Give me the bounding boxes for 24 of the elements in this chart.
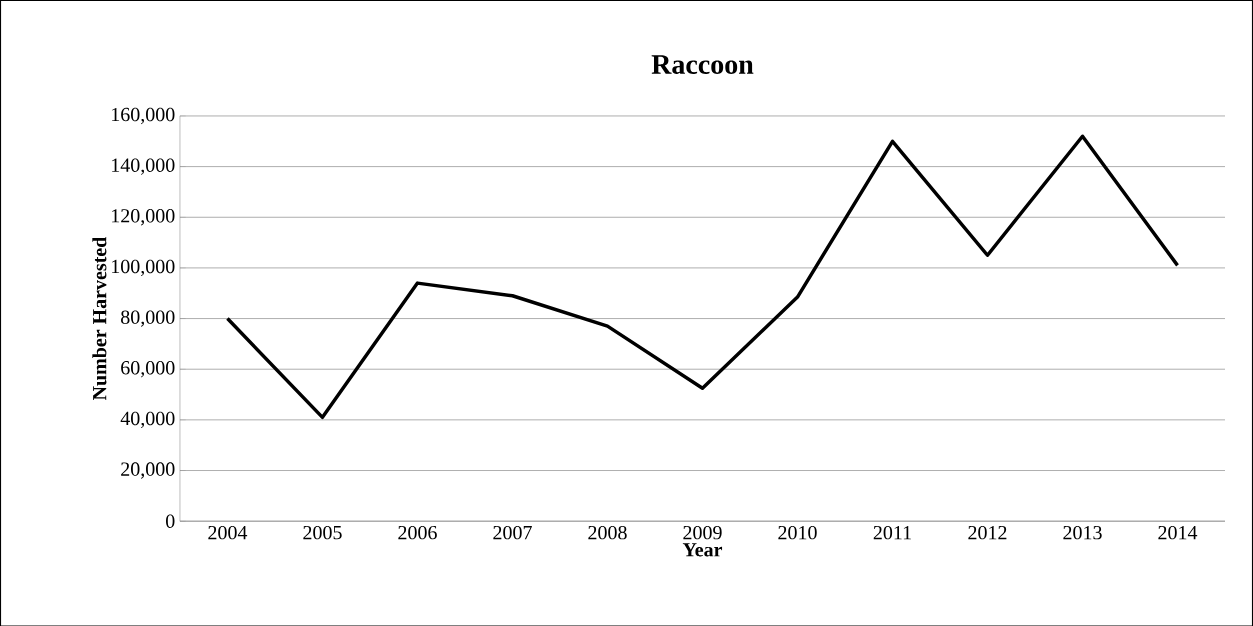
y-tick-label: 20,000 bbox=[121, 462, 175, 479]
y-tick-label: 40,000 bbox=[120, 411, 175, 428]
x-tick-label: 2011 bbox=[873, 525, 911, 540]
y-tick-label: 120,000 bbox=[112, 208, 175, 226]
x-tick-label: 2009 bbox=[683, 525, 722, 540]
x-tick-label: 2004 bbox=[208, 525, 248, 540]
x-tick-label: 2007 bbox=[493, 525, 532, 540]
y-tick-label: 100,000 bbox=[112, 259, 175, 276]
y-tick-label: 60,000 bbox=[121, 360, 175, 378]
x-axis-title: Year bbox=[682, 542, 723, 557]
x-tick-label: 2012 bbox=[968, 525, 1007, 540]
y-tick-label: 140,000 bbox=[112, 158, 175, 175]
y-axis-title: Number Harvested bbox=[92, 236, 107, 400]
y-tick-label: 160,000 bbox=[112, 107, 175, 124]
x-tick-label: 2010 bbox=[778, 525, 817, 540]
line-series bbox=[225, 134, 1180, 419]
x-tick-label: 2005 bbox=[303, 525, 342, 540]
y-tick-label: 0 bbox=[166, 514, 175, 528]
x-tick-label: 2013 bbox=[1063, 525, 1102, 540]
y-tick-label: 80,000 bbox=[121, 310, 175, 327]
x-tick-label: 2006 bbox=[398, 525, 437, 540]
chart-title: Raccoon bbox=[651, 55, 754, 74]
x-tick-label: 2008 bbox=[588, 525, 627, 540]
x-tick-label: 2014 bbox=[1158, 525, 1198, 540]
